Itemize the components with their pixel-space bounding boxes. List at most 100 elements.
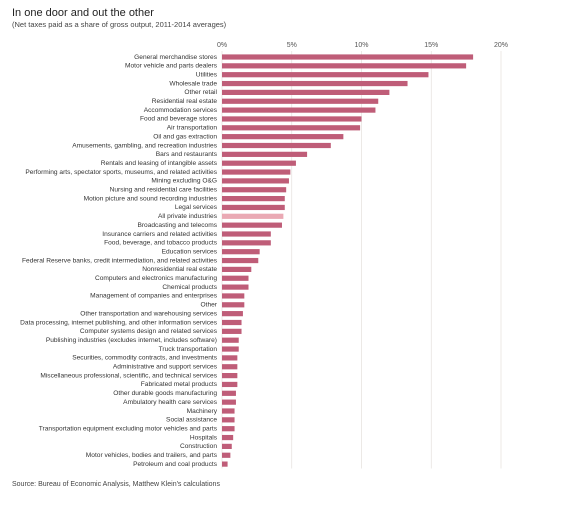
bar: [222, 187, 287, 193]
bar: [222, 311, 243, 317]
y-tick-label: Federal Reserve banks, credit intermedia…: [22, 257, 218, 264]
y-tick-label: Data processing, internet publishing, an…: [20, 319, 218, 326]
bar: [222, 346, 239, 352]
y-tick-label: Administrative and support services: [113, 364, 218, 371]
y-tick-label: Nursing and residential care facilities: [110, 187, 218, 194]
bar: [222, 452, 231, 458]
bar: [222, 337, 239, 343]
bar: [222, 213, 284, 219]
y-tick-label: Broadcasting and telecoms: [137, 222, 217, 229]
y-tick-label: Mining excluding O&G: [151, 178, 217, 185]
y-tick-label: Food, beverage, and tobacco products: [104, 240, 218, 247]
bar: [222, 204, 285, 211]
bar: [222, 408, 235, 414]
bar: [222, 72, 429, 78]
bar: [222, 328, 242, 334]
bar: [222, 381, 238, 388]
bar: [222, 178, 289, 184]
y-tick-label: Nonresidential real estate: [142, 266, 217, 273]
y-tick-label: Bars and restaurants: [156, 151, 218, 158]
bar: [222, 54, 474, 60]
bar: [222, 275, 249, 281]
x-tick-label: 10%: [354, 42, 368, 49]
y-tick-label: Performing arts, spectator sports, museu…: [25, 169, 217, 176]
y-tick-label: General merchandise stores: [134, 54, 218, 61]
bar: [222, 257, 259, 264]
bar: [222, 98, 379, 104]
y-tick-label: Amusements, gambling, and recreation ind…: [72, 142, 217, 149]
x-tick-label: 15%: [424, 42, 438, 49]
bar: [222, 399, 236, 405]
y-tick-label: Computer systems design and related serv…: [80, 328, 218, 335]
bar: [222, 319, 242, 326]
y-tick-label: Air transportation: [167, 125, 218, 132]
y-tick-label: Other durable goods manufacturing: [113, 390, 217, 397]
x-tick-label: 5%: [287, 42, 297, 49]
bar: [222, 116, 362, 122]
y-tick-label: Management of companies and enterprises: [90, 293, 218, 300]
y-tick-label: Wholesale trade: [169, 80, 217, 87]
bar: [222, 125, 361, 131]
bar: [222, 231, 271, 237]
y-tick-label: Utilities: [196, 71, 218, 78]
y-tick-label: Miscellaneous professional, scientific, …: [40, 372, 217, 379]
y-tick-label: Other retail: [184, 89, 217, 96]
y-tick-label: Motor vehicle and parts dealers: [125, 63, 218, 70]
x-tick-label: 0%: [217, 42, 227, 49]
bar: [222, 364, 238, 370]
y-tick-label: Motion picture and sound recording indus…: [84, 195, 218, 202]
y-tick-label: Hospitals: [190, 434, 218, 441]
bar: [222, 302, 245, 308]
bar: [222, 240, 271, 246]
y-tick-label: Motor vehicles, bodies and trailers, and…: [86, 452, 218, 459]
bar: [222, 426, 235, 432]
bar: [222, 107, 376, 113]
bar: [222, 142, 331, 149]
source-note: Source: Bureau of Economic Analysis, Mat…: [12, 481, 220, 488]
y-tick-label: Oil and gas extraction: [153, 133, 217, 140]
bar: [222, 293, 245, 299]
chart-title: In one door and out the other: [12, 7, 154, 19]
bar: [222, 355, 238, 361]
chart-subtitle: (Net taxes paid as a share of gross outp…: [12, 20, 227, 29]
bar: [222, 373, 238, 379]
y-tick-label: Machinery: [187, 408, 218, 415]
y-tick-label: Chemical products: [162, 284, 217, 291]
y-tick-label: Other: [201, 302, 218, 309]
bar: [222, 417, 235, 423]
bar: [222, 222, 282, 228]
y-tick-label: Other transportation and warehousing ser…: [80, 310, 217, 317]
y-tick-label: Transportation equipment excluding motor…: [39, 425, 218, 432]
bar: [222, 160, 296, 166]
y-tick-label: All private industries: [158, 213, 218, 220]
bar: [222, 443, 232, 449]
y-tick-label: Residential real estate: [152, 98, 218, 105]
y-tick-label: Construction: [180, 443, 217, 450]
y-tick-label: Computers and electronics manufacturing: [95, 275, 217, 282]
bar: [222, 169, 291, 175]
y-tick-label: Social assistance: [166, 417, 217, 424]
bar: [222, 63, 467, 69]
bar: [222, 134, 344, 140]
y-tick-label: Legal services: [175, 204, 218, 211]
x-tick-label: 20%: [494, 42, 508, 49]
y-tick-label: Food and beverage stores: [140, 116, 218, 123]
bar: [222, 390, 236, 396]
bar: [222, 80, 408, 87]
y-tick-label: Education services: [162, 248, 218, 255]
y-tick-label: Truck transportation: [159, 346, 218, 353]
bar: [222, 461, 228, 467]
y-tick-label: Publishing industries (excludes internet…: [46, 337, 217, 344]
y-tick-label: Petroleum and coal products: [133, 461, 218, 468]
bar: [222, 266, 252, 272]
bar: [222, 196, 285, 202]
bar: [222, 434, 234, 441]
bar: [222, 151, 308, 157]
y-tick-label: Fabricated metal products: [141, 381, 218, 388]
y-tick-label: Ambulatory health care services: [123, 399, 218, 406]
bar: [222, 89, 390, 95]
y-tick-label: Rentals and leasing of intangible assets: [101, 160, 218, 167]
bar: [222, 284, 249, 290]
bar: [222, 249, 260, 255]
